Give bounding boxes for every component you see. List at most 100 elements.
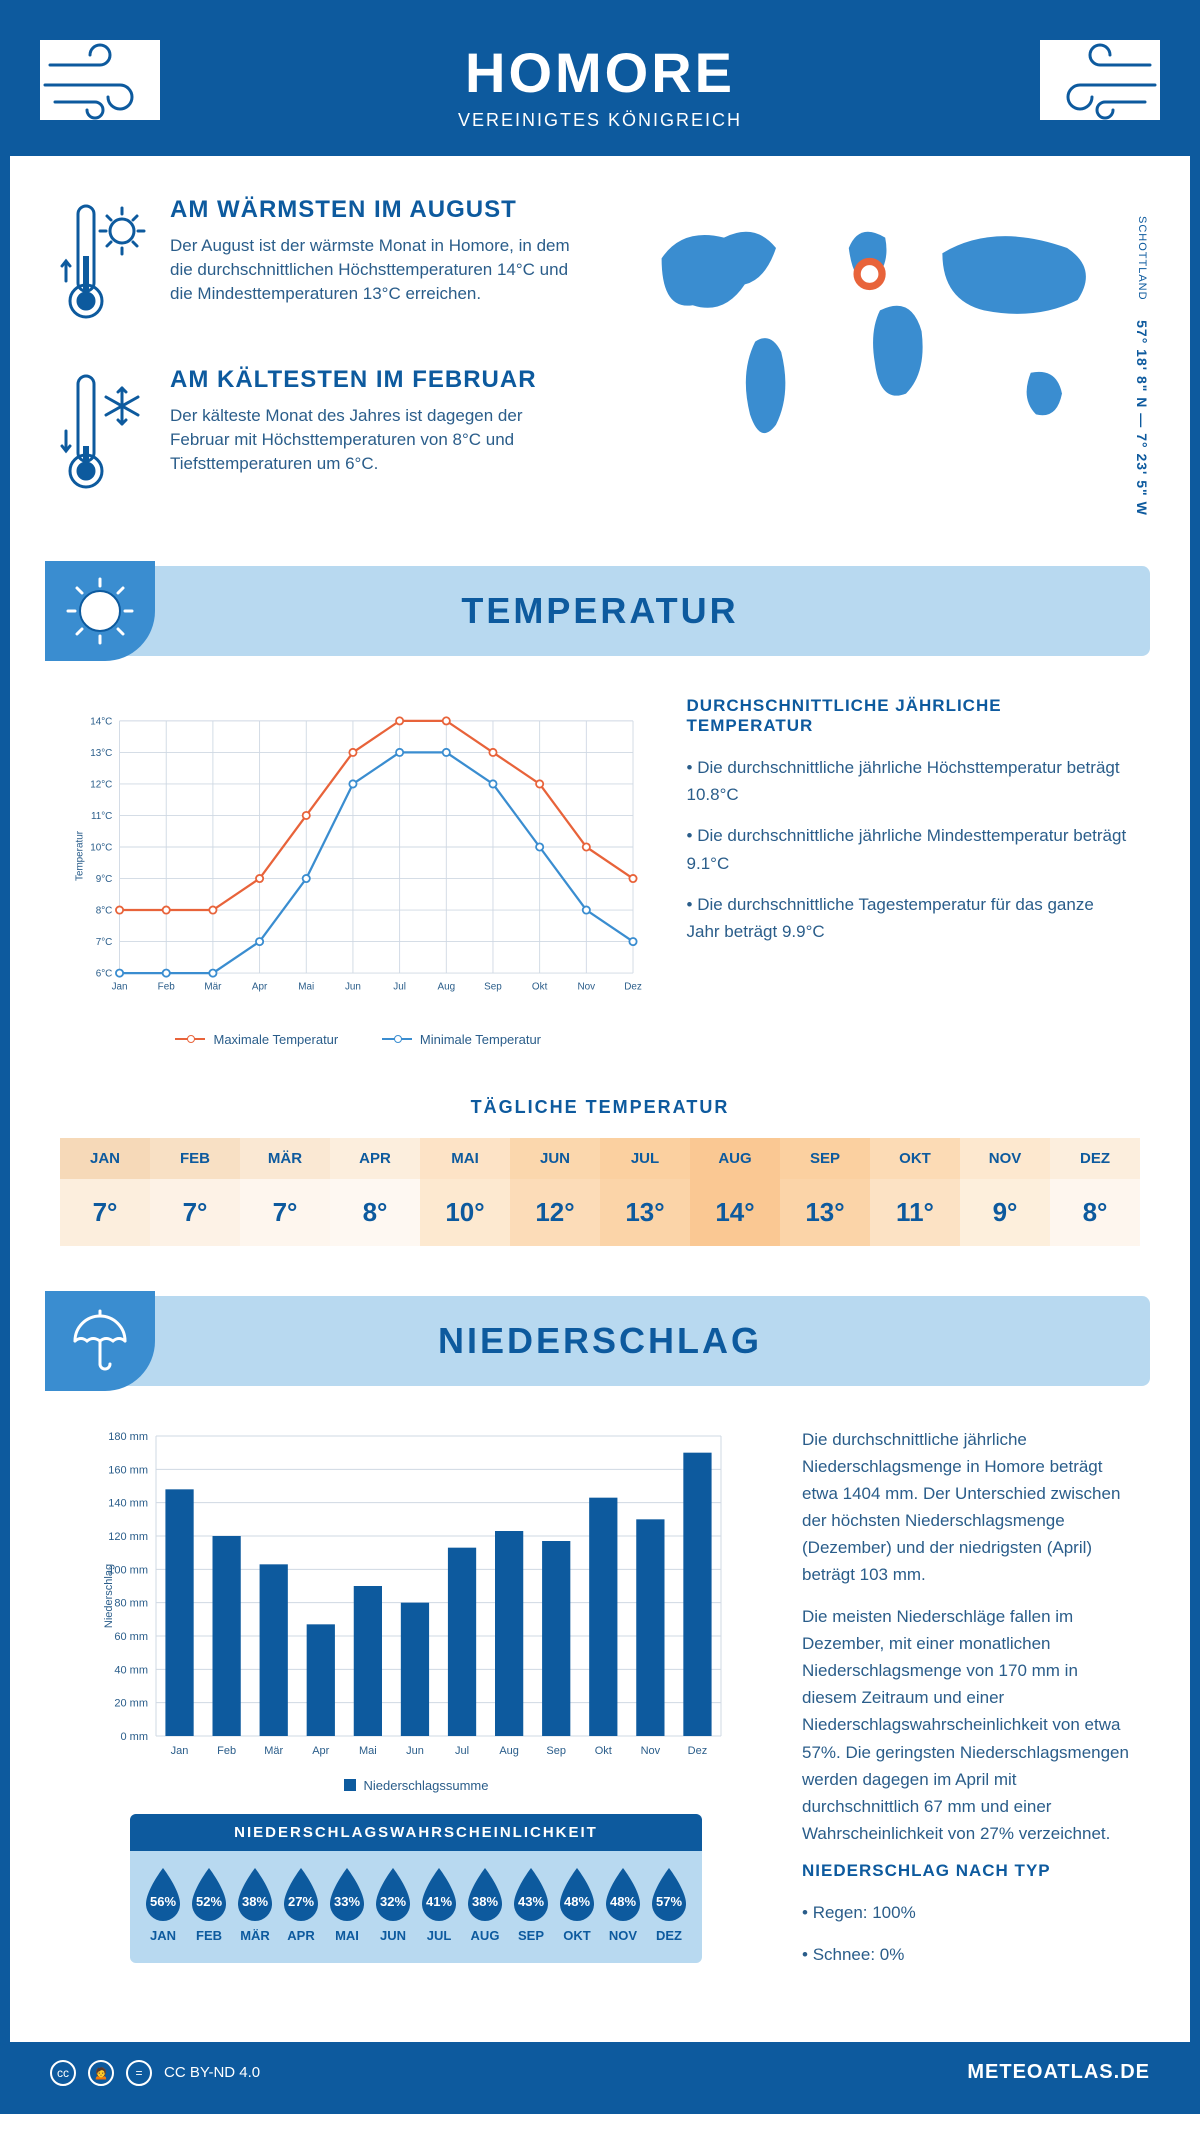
- svg-text:Jul: Jul: [455, 1745, 469, 1757]
- svg-text:Sep: Sep: [546, 1745, 566, 1757]
- svg-text:8°C: 8°C: [96, 906, 113, 917]
- coldest-block: AM KÄLTESTEN IM FEBRUAR Der kälteste Mon…: [60, 366, 580, 501]
- svg-text:Mär: Mär: [204, 981, 222, 992]
- wind-icon: [40, 40, 160, 120]
- page-footer: cc 🙍 = CC BY-ND 4.0 METEOATLAS.DE: [10, 2042, 1190, 2104]
- temperature-line-chart: 6°C7°C8°C9°C10°C11°C12°C13°C14°CJanFebMä…: [70, 696, 647, 1016]
- raindrop: 57%DEZ: [646, 1866, 692, 1943]
- svg-text:Mär: Mär: [264, 1745, 283, 1757]
- svg-text:0 mm: 0 mm: [121, 1731, 149, 1743]
- svg-text:Jan: Jan: [171, 1745, 189, 1757]
- chart-legend: Niederschlagssumme: [70, 1778, 762, 1795]
- svg-text:Apr: Apr: [312, 1745, 329, 1757]
- page-header: HOMORE VEREINIGTES KÖNIGREICH: [10, 10, 1190, 156]
- svg-text:Niederschlag: Niederschlag: [103, 1563, 115, 1627]
- svg-text:80 mm: 80 mm: [114, 1597, 148, 1609]
- svg-text:Feb: Feb: [217, 1745, 236, 1757]
- intro-section: AM WÄRMSTEN IM AUGUST Der August ist der…: [10, 156, 1190, 566]
- svg-text:160 mm: 160 mm: [108, 1464, 148, 1476]
- svg-text:120 mm: 120 mm: [108, 1531, 148, 1543]
- svg-text:Jun: Jun: [345, 981, 361, 992]
- raindrop: 27%APR: [278, 1866, 324, 1943]
- svg-text:48%: 48%: [564, 1894, 590, 1909]
- coordinates: SCHOTTLAND 57° 18' 8" N — 7° 23' 5" W: [1134, 216, 1150, 516]
- raindrop: 32%JUN: [370, 1866, 416, 1943]
- svg-text:Nov: Nov: [578, 981, 596, 992]
- svg-text:Jan: Jan: [112, 981, 128, 992]
- svg-text:32%: 32%: [380, 1894, 406, 1909]
- precipitation-bar-chart: 0 mm20 mm40 mm60 mm80 mm100 mm120 mm140 …: [70, 1426, 762, 1766]
- svg-text:Jun: Jun: [406, 1745, 424, 1757]
- svg-text:Feb: Feb: [158, 981, 176, 992]
- raindrop: 48%OKT: [554, 1866, 600, 1943]
- page-subtitle: VEREINIGTES KÖNIGREICH: [30, 110, 1170, 131]
- svg-text:Mai: Mai: [359, 1745, 377, 1757]
- svg-text:7°C: 7°C: [96, 937, 113, 948]
- daily-temp-table: JAN7°FEB7°MÄR7°APR8°MAI10°JUN12°JUL13°AU…: [60, 1138, 1140, 1246]
- svg-text:12°C: 12°C: [90, 780, 112, 791]
- cc-icon: cc: [50, 2060, 76, 2086]
- by-icon: 🙍: [88, 2060, 114, 2086]
- svg-text:Dez: Dez: [688, 1745, 708, 1757]
- svg-text:Okt: Okt: [532, 981, 548, 992]
- svg-text:Apr: Apr: [252, 981, 268, 992]
- svg-text:60 mm: 60 mm: [114, 1631, 148, 1643]
- svg-text:43%: 43%: [518, 1894, 544, 1909]
- svg-text:20 mm: 20 mm: [114, 1697, 148, 1709]
- svg-text:Nov: Nov: [641, 1745, 661, 1757]
- page-title: HOMORE: [30, 40, 1170, 105]
- svg-text:Sep: Sep: [484, 981, 502, 992]
- svg-text:180 mm: 180 mm: [108, 1431, 148, 1443]
- precip-desc-p2: Die meisten Niederschläge fallen im Deze…: [802, 1603, 1130, 1848]
- temperature-chart-section: 6°C7°C8°C9°C10°C11°C12°C13°C14°CJanFebMä…: [10, 656, 1190, 1067]
- nd-icon: =: [126, 2060, 152, 2086]
- temp-desc-title: DURCHSCHNITTLICHE JÄHRLICHE TEMPERATUR: [687, 696, 1130, 736]
- warmest-text: Der August ist der wärmste Monat in Homo…: [170, 234, 580, 305]
- svg-text:38%: 38%: [472, 1894, 498, 1909]
- thermometer-cold-icon: [60, 366, 150, 501]
- svg-text:33%: 33%: [334, 1894, 360, 1909]
- precipitation-banner: NIEDERSCHLAG: [50, 1296, 1150, 1386]
- chart-legend: Maximale Temperatur Minimale Temperatur: [70, 1028, 647, 1047]
- svg-text:57%: 57%: [656, 1894, 682, 1909]
- thermometer-hot-icon: [60, 196, 150, 331]
- raindrop: 33%MAI: [324, 1866, 370, 1943]
- precipitation-probability: NIEDERSCHLAGSWAHRSCHEINLICHKEIT 56%JAN52…: [130, 1814, 702, 1963]
- raindrop: 43%SEP: [508, 1866, 554, 1943]
- daily-temp-title: TÄGLICHE TEMPERATUR: [10, 1097, 1190, 1118]
- site-name: METEOATLAS.DE: [967, 2061, 1150, 2084]
- svg-text:27%: 27%: [288, 1894, 314, 1909]
- svg-text:Okt: Okt: [595, 1745, 612, 1757]
- svg-text:6°C: 6°C: [96, 969, 113, 980]
- coldest-text: Der kälteste Monat des Jahres ist dagege…: [170, 404, 580, 475]
- svg-text:Aug: Aug: [437, 981, 455, 992]
- sun-icon: [45, 561, 155, 661]
- raindrop: 48%NOV: [600, 1866, 646, 1943]
- svg-text:41%: 41%: [426, 1894, 452, 1909]
- precipitation-chart-section: 0 mm20 mm40 mm60 mm80 mm100 mm120 mm140 …: [10, 1386, 1190, 2002]
- svg-text:38%: 38%: [242, 1894, 268, 1909]
- svg-text:9°C: 9°C: [96, 874, 113, 885]
- precip-desc-p1: Die durchschnittliche jährliche Niedersc…: [802, 1426, 1130, 1589]
- svg-text:14°C: 14°C: [90, 716, 112, 727]
- svg-text:56%: 56%: [150, 1894, 176, 1909]
- warmest-block: AM WÄRMSTEN IM AUGUST Der August ist der…: [60, 196, 580, 331]
- raindrop: 52%FEB: [186, 1866, 232, 1943]
- svg-text:48%: 48%: [610, 1894, 636, 1909]
- raindrop: 41%JUL: [416, 1866, 462, 1943]
- raindrop: 38%AUG: [462, 1866, 508, 1943]
- temp-desc-list: Die durchschnittliche jährliche Höchstte…: [687, 754, 1130, 945]
- svg-text:140 mm: 140 mm: [108, 1497, 148, 1509]
- section-title: NIEDERSCHLAG: [438, 1320, 762, 1362]
- world-map: [620, 196, 1140, 456]
- license-text: CC BY-ND 4.0: [164, 2064, 260, 2081]
- svg-text:Aug: Aug: [499, 1745, 519, 1757]
- section-title: TEMPERATUR: [461, 590, 738, 632]
- temperature-banner: TEMPERATUR: [50, 566, 1150, 656]
- svg-text:Jul: Jul: [393, 981, 406, 992]
- warmest-title: AM WÄRMSTEN IM AUGUST: [170, 196, 580, 224]
- wind-icon: [1040, 40, 1160, 120]
- raindrop: 56%JAN: [140, 1866, 186, 1943]
- svg-text:13°C: 13°C: [90, 748, 112, 759]
- coldest-title: AM KÄLTESTEN IM FEBRUAR: [170, 366, 580, 394]
